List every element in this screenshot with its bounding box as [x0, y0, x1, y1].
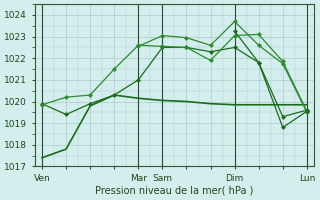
X-axis label: Pression niveau de la mer( hPa ): Pression niveau de la mer( hPa ): [95, 186, 254, 196]
